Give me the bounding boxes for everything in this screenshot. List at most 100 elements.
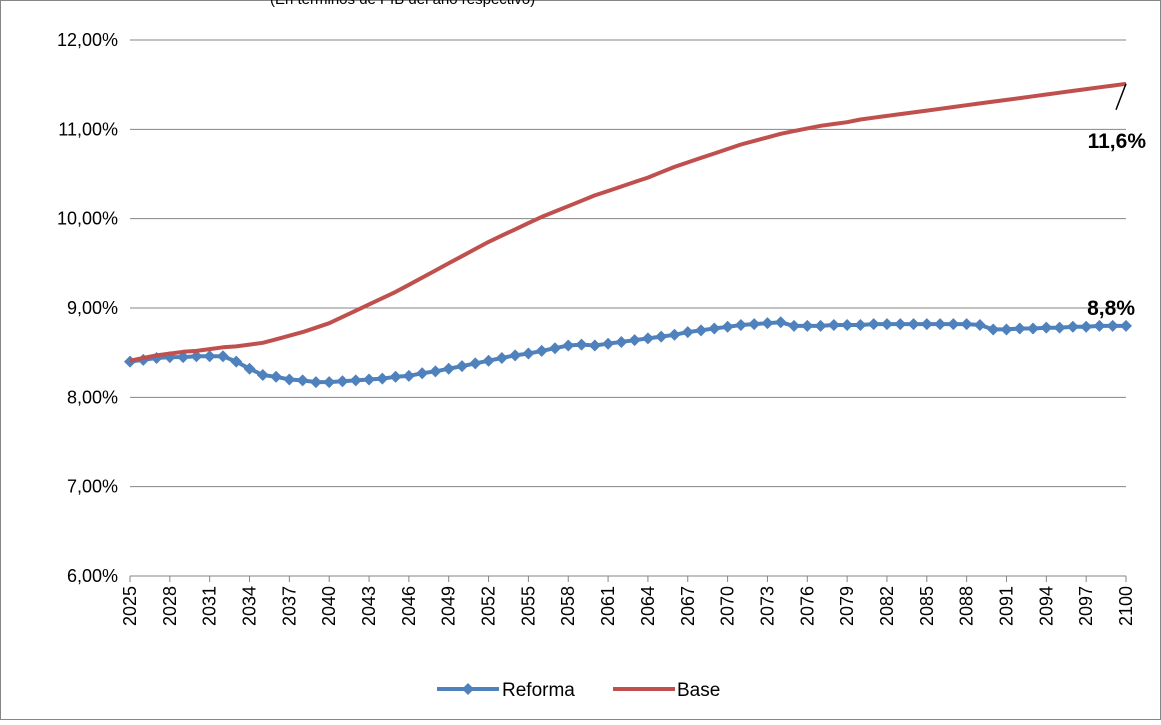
x-tick-label: 2100 [1116, 586, 1136, 626]
data-point-reforma [1013, 322, 1026, 335]
series-line-reforma [129, 320, 1126, 385]
data-point-reforma [442, 362, 455, 375]
data-point-reforma [429, 365, 442, 378]
data-point-reforma [416, 367, 429, 380]
x-tick-label: 2070 [718, 586, 738, 626]
y-tick-label: 8,00% [67, 387, 118, 407]
data-point-reforma [1120, 319, 1132, 332]
x-tick-label: 2076 [797, 586, 817, 626]
data-point-reforma [1066, 320, 1079, 333]
data-point-reforma [841, 318, 854, 331]
legend-marker-reforma [462, 683, 474, 695]
data-point-reforma [469, 357, 482, 370]
data-point-reforma [1080, 320, 1093, 333]
data-point-reforma [854, 318, 867, 331]
data-point-reforma [814, 319, 827, 332]
y-tick-label: 7,00% [67, 477, 118, 497]
data-point-reforma [363, 373, 376, 386]
data-point-reforma [788, 319, 800, 332]
x-tick-label: 2028 [160, 586, 180, 626]
data-point-reforma [668, 328, 681, 341]
data-point-reforma [708, 322, 721, 335]
x-tick-label: 2064 [638, 586, 658, 626]
data-point-reforma [655, 330, 668, 343]
data-point-reforma [867, 318, 880, 331]
data-point-reforma [880, 318, 893, 331]
plot-series [124, 81, 1132, 389]
data-point-reforma [296, 374, 309, 387]
data-point-reforma [1106, 319, 1119, 332]
annotation-leader-line [1115, 83, 1127, 111]
data-point-reforma [1040, 321, 1053, 334]
legend-label-reforma: Reforma [502, 680, 575, 701]
data-point-reforma [628, 334, 641, 347]
x-tick-label: 2037 [279, 586, 299, 626]
data-point-reforma [1093, 319, 1106, 332]
data-point-reforma [615, 335, 628, 348]
chart-subtitle: (En términos de PIB del año respectivo) [270, 0, 535, 8]
data-point-reforma [761, 317, 774, 330]
x-tick-label: 2085 [917, 586, 937, 626]
data-point-reforma [243, 362, 256, 375]
data-point-reforma [349, 374, 362, 387]
data-point-reforma [216, 350, 229, 363]
y-tick-label: 6,00% [67, 566, 118, 586]
y-tick-label: 10,00% [57, 209, 118, 229]
data-point-reforma [894, 318, 907, 331]
data-point-reforma [535, 344, 548, 357]
data-point-reforma [602, 337, 615, 350]
x-tick-label: 2040 [319, 586, 339, 626]
data-point-reforma [1000, 323, 1013, 336]
x-tick-label: 2079 [837, 586, 857, 626]
annotation-reforma-value: 8,8% [1087, 297, 1135, 320]
data-point-reforma [456, 360, 468, 373]
data-point-reforma [522, 347, 535, 360]
data-point-reforma [721, 320, 734, 333]
data-point-reforma [482, 354, 495, 367]
data-point-reforma [495, 352, 508, 365]
data-point-reforma [920, 318, 933, 331]
legend-label-base: Base [677, 680, 720, 701]
data-point-reforma [309, 376, 322, 389]
x-tick-label: 2049 [439, 586, 459, 626]
data-point-reforma [947, 318, 960, 331]
data-point-reforma [734, 318, 747, 331]
data-point-reforma [203, 350, 216, 363]
annotation-base-value: 11,6% [1088, 130, 1147, 153]
x-tick-label: 2067 [678, 586, 698, 626]
data-point-reforma [681, 326, 694, 339]
x-tick-label: 2061 [598, 586, 618, 626]
data-point-reforma [402, 369, 415, 382]
x-axis: 2025 2028 2031 2034 2037 2040 2043 2046 2049 2052… [120, 576, 1136, 626]
data-point-reforma [973, 318, 986, 331]
x-tick-label: 2034 [240, 586, 260, 626]
x-tick-label: 2046 [399, 586, 419, 626]
data-point-reforma [774, 316, 787, 329]
data-point-reforma [270, 370, 283, 383]
data-point-reforma [1053, 321, 1066, 334]
x-tick-label: 2043 [359, 586, 379, 626]
data-point-reforma [336, 375, 349, 388]
x-tick-label: 2073 [757, 586, 777, 626]
data-point-reforma [256, 369, 269, 381]
x-tick-label: 2058 [558, 586, 578, 626]
x-tick-label: 2094 [1036, 586, 1056, 626]
data-point-reforma [548, 342, 561, 355]
x-tick-label: 2082 [877, 586, 897, 626]
y-axis: 6,00% 7,00% 8,00% 9,00% 10,00% 11,00% 12,00% [57, 30, 118, 586]
x-tick-label: 2091 [996, 586, 1016, 626]
data-point-reforma [641, 332, 654, 345]
x-tick-label: 2052 [479, 586, 499, 626]
data-point-reforma [1027, 322, 1040, 335]
data-point-reforma [376, 372, 389, 385]
data-point-reforma [230, 355, 243, 368]
data-point-reforma [588, 339, 601, 352]
data-point-reforma [801, 319, 814, 332]
legend: Reforma Base [437, 680, 720, 701]
data-point-reforma [389, 370, 402, 383]
y-tick-label: 9,00% [67, 298, 118, 318]
data-point-reforma [509, 349, 522, 362]
x-tick-label: 2031 [200, 586, 220, 626]
